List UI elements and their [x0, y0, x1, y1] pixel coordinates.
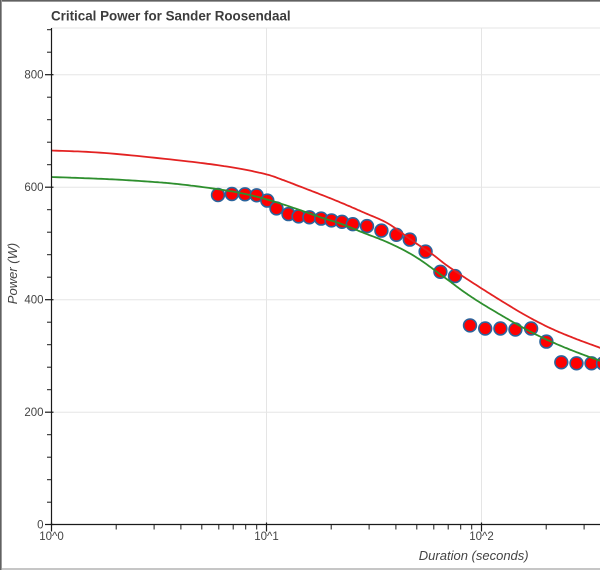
svg-text:0: 0 — [37, 520, 43, 532]
svg-text:800: 800 — [24, 70, 43, 82]
svg-text:200: 200 — [24, 407, 43, 419]
svg-text:10^1: 10^1 — [254, 531, 279, 543]
svg-text:10^0: 10^0 — [39, 531, 64, 543]
svg-text:600: 600 — [24, 182, 43, 194]
svg-text:10^2: 10^2 — [469, 531, 494, 543]
svg-text:400: 400 — [24, 295, 43, 307]
svg-text:Duration (seconds): Duration (seconds) — [419, 548, 529, 563]
svg-text:Power (W): Power (W) — [5, 243, 20, 304]
svg-text:Critical Power for Sander Roos: Critical Power for Sander Roosendaal — [51, 9, 291, 24]
